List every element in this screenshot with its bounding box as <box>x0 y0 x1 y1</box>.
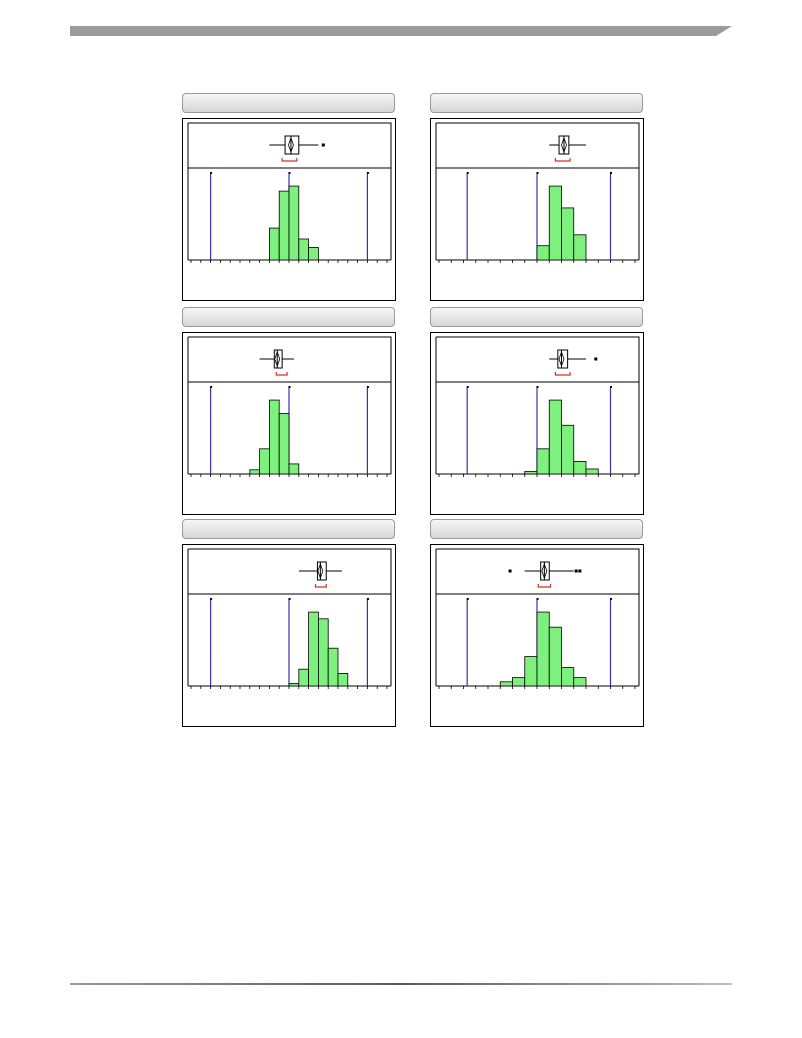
panel-title-bar-1 <box>182 93 395 113</box>
chart-panel-2 <box>430 118 644 301</box>
histogram-bar <box>548 399 562 475</box>
histogram-bar <box>561 667 575 687</box>
chart-svg-5 <box>187 548 392 689</box>
histogram-bar <box>536 611 550 687</box>
histogram-bar <box>524 471 538 475</box>
histogram-bar <box>249 469 261 475</box>
plot-frame-top <box>188 548 392 686</box>
histogram-bar <box>298 668 310 687</box>
spec-limit-marker-3 <box>366 386 369 388</box>
panel-title-bar-6 <box>430 519 643 539</box>
histogram-bar <box>298 238 310 261</box>
plot-frame-top <box>188 336 392 474</box>
chart-svg-4 <box>435 336 640 477</box>
page-header-bar <box>70 26 732 36</box>
histogram-bar <box>524 656 538 687</box>
chart-panel-5 <box>182 544 396 727</box>
chart-panel-4 <box>430 332 644 515</box>
spec-limit-marker-1 <box>210 598 213 600</box>
spec-limit-marker-1 <box>210 172 213 174</box>
boxplot-mean-diamond <box>274 350 281 368</box>
spec-limit-marker-2 <box>288 386 291 388</box>
boxplot-outlier <box>508 569 512 573</box>
spec-limit-marker-3 <box>366 598 369 600</box>
shortest-half-bracket <box>275 372 288 376</box>
panel-title-bar-4 <box>430 307 643 327</box>
spec-limit-marker-1 <box>466 172 469 174</box>
boxplot-box <box>284 135 300 155</box>
spec-limit-marker-2 <box>536 598 539 600</box>
boxplot-mean-diamond <box>317 562 324 580</box>
panel-title-bar-5 <box>182 519 395 539</box>
plot-frame-top <box>436 336 640 474</box>
histogram-bar <box>499 681 513 687</box>
chart-panel-6 <box>430 544 644 727</box>
histogram-bar <box>573 234 587 261</box>
spec-limit-marker-3 <box>610 172 612 174</box>
chart-svg-1 <box>187 122 392 263</box>
histogram-bar <box>308 611 319 687</box>
histogram-bar <box>536 245 550 261</box>
histogram-bar <box>337 672 349 687</box>
spec-limit-marker-1 <box>466 386 469 388</box>
spec-limit-marker-3 <box>610 598 612 600</box>
boxplot-box <box>540 561 550 581</box>
shortest-half-bracket <box>554 372 571 376</box>
histogram-bar <box>278 190 290 261</box>
shortest-half-bracket <box>554 158 571 162</box>
histogram-bar <box>288 463 300 475</box>
boxplot-box <box>316 561 327 581</box>
histogram-bar <box>308 246 319 261</box>
histogram-bar <box>548 185 562 261</box>
boxplot-mean-diamond <box>561 136 567 154</box>
boxplot-outlier <box>578 569 582 573</box>
plot-frame-top <box>188 122 392 260</box>
boxplot-box <box>557 349 569 369</box>
shortest-half-bracket <box>281 158 298 162</box>
histogram-bar <box>269 227 280 261</box>
chart-panel-3 <box>182 332 396 515</box>
histogram-bar <box>317 618 329 687</box>
spec-limit-marker-2 <box>288 172 291 174</box>
chart-panel-1 <box>182 118 396 301</box>
boxplot-mean-diamond <box>558 350 565 368</box>
page-footer-line <box>70 983 732 985</box>
spec-limit-marker-3 <box>610 386 612 388</box>
histogram-bar <box>561 207 575 261</box>
plot-frame-top <box>436 548 640 686</box>
histogram-bar <box>548 626 562 687</box>
boxplot-box <box>273 349 283 369</box>
histogram-bar <box>512 677 526 687</box>
histogram-bar <box>536 448 550 475</box>
histogram-bar <box>585 468 599 475</box>
plot-frame-top <box>436 122 640 260</box>
panel-title-bar-2 <box>430 93 643 113</box>
histogram-bar <box>327 647 339 687</box>
spec-limit-marker-2 <box>536 172 539 174</box>
boxplot-outlier <box>594 357 598 361</box>
spec-limit-marker-1 <box>210 386 213 388</box>
chart-svg-2 <box>435 122 640 263</box>
histogram-bar <box>278 413 290 475</box>
chart-svg-3 <box>187 336 392 477</box>
histogram-bar <box>573 677 587 687</box>
panel-title-bar-3 <box>182 307 395 327</box>
shortest-half-bracket <box>537 584 552 588</box>
boxplot-outlier <box>321 143 325 147</box>
histogram-bar <box>259 448 270 475</box>
boxplot-mean-diamond <box>541 562 548 580</box>
histogram-bar <box>561 424 575 475</box>
shortest-half-bracket <box>314 584 327 588</box>
histogram-bar <box>573 460 587 475</box>
spec-limit-marker-2 <box>536 386 539 388</box>
chart-svg-6 <box>435 548 640 689</box>
histogram-bar <box>288 185 300 261</box>
spec-limit-marker-3 <box>366 172 369 174</box>
histogram-bar <box>288 683 300 687</box>
spec-limit-marker-2 <box>288 598 291 600</box>
histogram-bar <box>269 399 280 475</box>
spec-limit-marker-1 <box>466 598 469 600</box>
boxplot-mean-diamond <box>288 136 294 154</box>
boxplot-outlier <box>574 569 578 573</box>
